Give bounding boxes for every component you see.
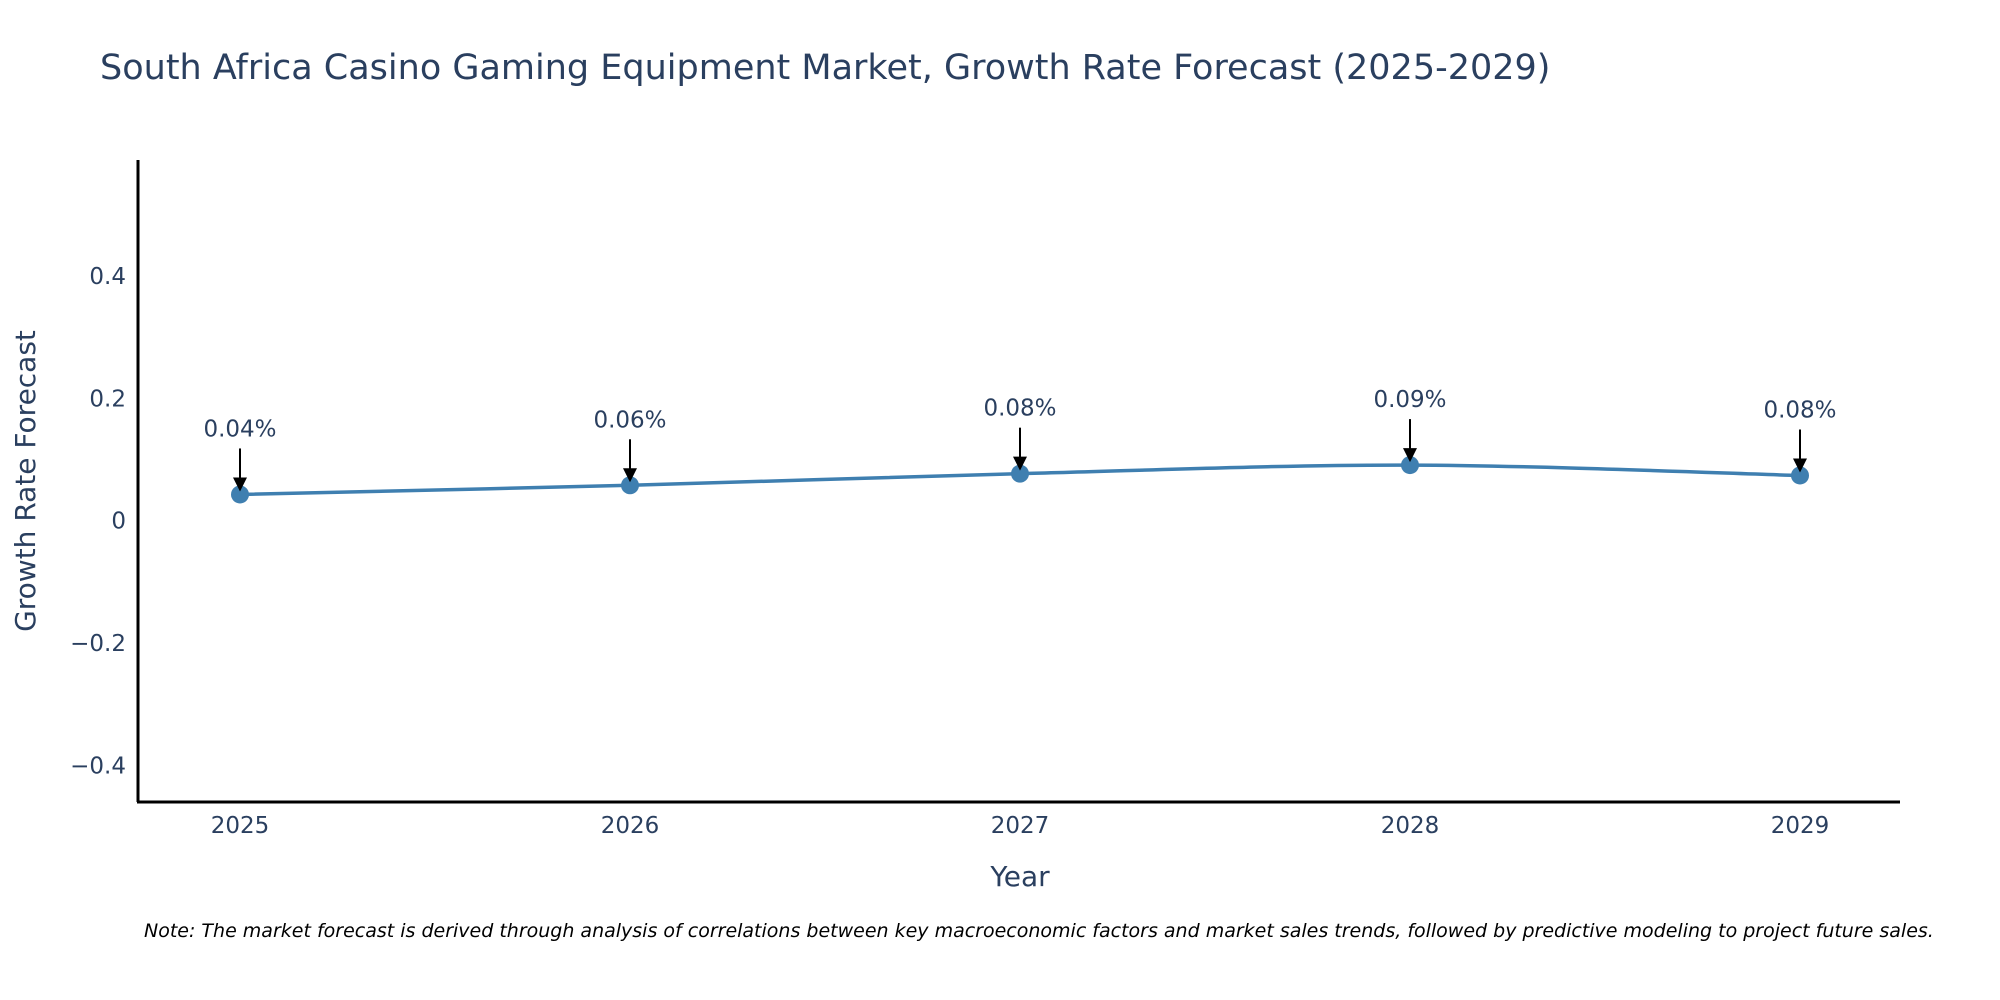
- y-tick-label: −0.4: [70, 753, 126, 779]
- data-label: 0.08%: [983, 396, 1056, 422]
- annotations-layer: 0.04% 0.06% 0.08% 0.09% 0.08%: [203, 387, 1837, 492]
- x-tick-label: 2028: [1381, 813, 1440, 839]
- x-tick-label: 2025: [211, 813, 270, 839]
- annotation-arrow-head: [233, 477, 247, 492]
- y-tick-label: 0: [111, 509, 126, 535]
- chart-title: South Africa Casino Gaming Equipment Mar…: [100, 48, 1550, 88]
- annotation-arrow-head: [1013, 456, 1027, 471]
- data-point: [1011, 464, 1029, 483]
- annotation-arrow-head: [1793, 458, 1807, 473]
- annotation-arrow-head: [1403, 448, 1417, 463]
- y-tick-label: 0.4: [89, 264, 126, 290]
- y-tick-labels: −0.4 −0.2 0 0.2 0.4: [70, 264, 126, 779]
- footnote: Note: The market forecast is derived thr…: [144, 920, 1934, 942]
- data-label: 0.08%: [1763, 397, 1836, 423]
- x-tick-label: 2027: [991, 813, 1050, 839]
- data-label: 0.06%: [593, 407, 666, 433]
- y-tick-label: −0.2: [70, 631, 126, 657]
- annotation-arrow-head: [623, 468, 637, 483]
- data-label: 0.09%: [1373, 387, 1446, 413]
- y-tick-label: 0.2: [89, 386, 126, 412]
- series-layer: [231, 456, 1809, 504]
- x-tick-label: 2029: [1771, 813, 1830, 839]
- y-axis-title: Growth Rate Forecast: [9, 330, 42, 632]
- x-tick-label: 2026: [601, 813, 660, 839]
- x-tick-labels: 2025 2026 2027 2028 2029: [211, 813, 1830, 839]
- x-axis-title: Year: [989, 860, 1050, 893]
- data-point: [621, 476, 639, 495]
- data-point: [231, 485, 249, 504]
- data-point: [1401, 456, 1419, 475]
- data-point: [1791, 466, 1809, 485]
- data-label: 0.04%: [203, 416, 276, 442]
